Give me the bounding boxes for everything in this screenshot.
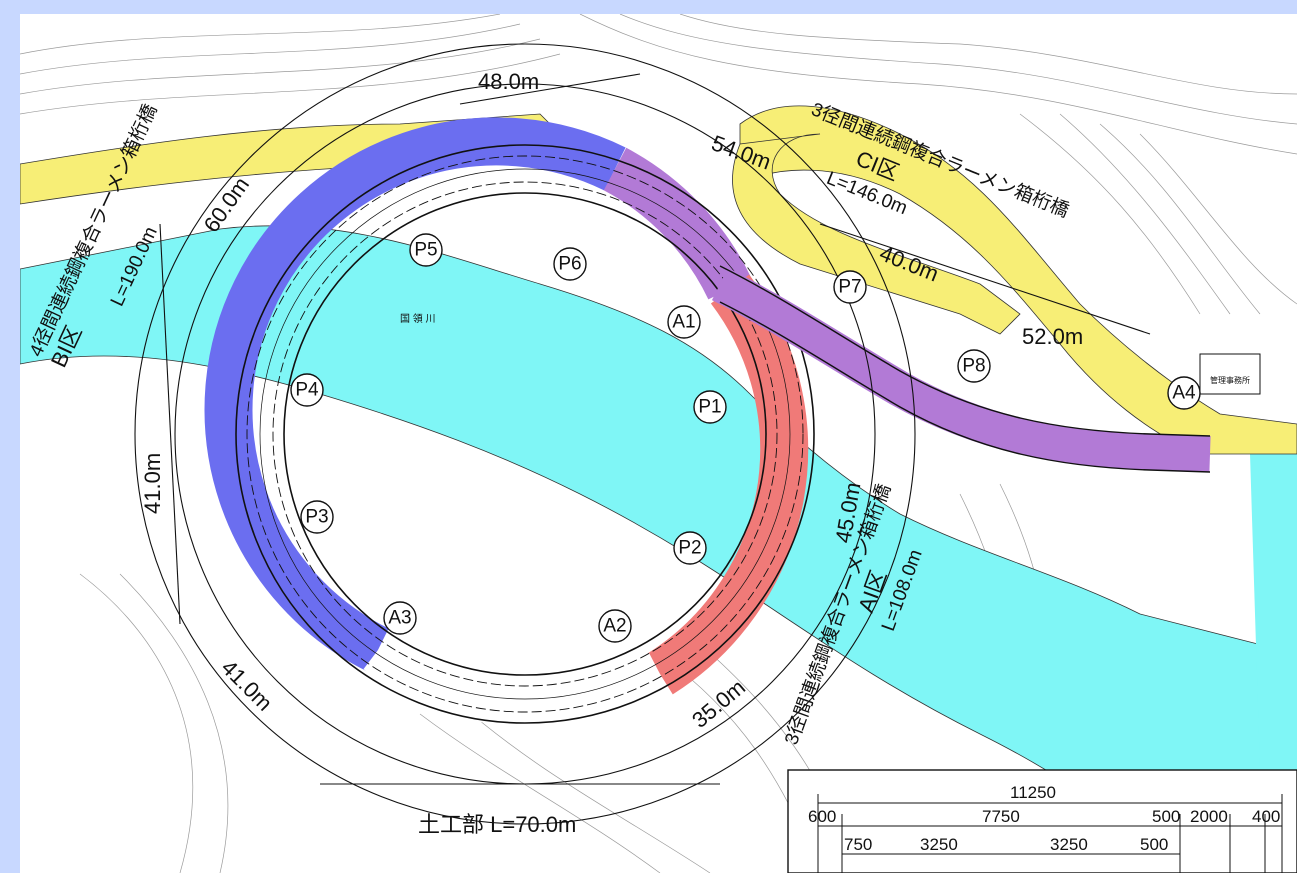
ring-bridge — [204, 117, 815, 728]
cs-left: 600 — [808, 807, 836, 826]
cs-s1: 750 — [844, 835, 872, 854]
dim-41-left: 41.0m — [140, 453, 165, 514]
dim-35: 35.0m — [687, 674, 750, 732]
svg-text:P1: P1 — [698, 397, 721, 418]
svg-text:A4: A4 — [1172, 383, 1196, 404]
drawing-frame: P1 P2 P3 P4 P5 P6 P7 P8 A1 A2 A3 A4 48.0… — [20, 14, 1297, 873]
pier-p7: P7 — [833, 270, 867, 304]
cs-r2: 2000 — [1190, 807, 1228, 826]
pier-p3: P3 — [300, 500, 334, 534]
svg-text:A2: A2 — [603, 616, 626, 637]
svg-text:P7: P7 — [838, 277, 861, 298]
svg-text:A1: A1 — [672, 312, 695, 333]
pier-markers: P1 P2 P3 P4 P5 P6 P7 P8 A1 A2 A3 A4 — [290, 233, 1201, 643]
cs-main: 7750 — [982, 807, 1020, 826]
abutment-a1: A1 — [667, 305, 701, 339]
dim-48: 48.0m — [478, 69, 539, 94]
cs-r1: 500 — [1152, 807, 1180, 826]
river-name: 国 領 川 — [400, 312, 436, 325]
pier-p2: P2 — [673, 531, 707, 565]
cs-s3: 3250 — [1050, 835, 1088, 854]
pier-p6: P6 — [553, 247, 587, 281]
svg-text:P6: P6 — [558, 254, 581, 275]
pier-p1: P1 — [693, 390, 727, 424]
road-loop — [732, 133, 1021, 335]
svg-text:P2: P2 — [678, 538, 701, 559]
cross-section-inset: 11250 600 7750 500 2000 400 750 3250 325… — [787, 769, 1297, 873]
pier-p5: P5 — [409, 233, 443, 267]
svg-text:P5: P5 — [414, 240, 437, 261]
pier-p8: P8 — [957, 349, 991, 383]
bridge-plan-drawing: P1 P2 P3 P4 P5 P6 P7 P8 A1 A2 A3 A4 48.0… — [20, 14, 1297, 873]
cs-total: 11250 — [1010, 783, 1056, 802]
road-east — [739, 105, 1297, 455]
office-label: 管理事務所 — [1210, 375, 1250, 385]
svg-text:P3: P3 — [305, 507, 328, 528]
east-spur-bridge — [711, 267, 1211, 472]
dim-70: 土工部 L=70.0m — [418, 812, 576, 837]
abutment-a2: A2 — [598, 609, 632, 643]
cs-r3: 400 — [1252, 807, 1280, 826]
cs-s2: 3250 — [920, 835, 958, 854]
abutment-a4: A4 — [1167, 376, 1201, 410]
abutment-a3: A3 — [383, 601, 417, 635]
dim-41-bottom: 41.0m — [216, 655, 277, 716]
svg-text:A3: A3 — [388, 608, 411, 629]
pier-p4: P4 — [290, 373, 324, 407]
cs-s4: 500 — [1140, 835, 1168, 854]
svg-text:P4: P4 — [295, 380, 319, 401]
svg-text:P8: P8 — [962, 356, 985, 377]
dim-52: 52.0m — [1022, 324, 1083, 349]
river-east — [1250, 444, 1297, 774]
dimension-arcs — [134, 43, 1151, 825]
